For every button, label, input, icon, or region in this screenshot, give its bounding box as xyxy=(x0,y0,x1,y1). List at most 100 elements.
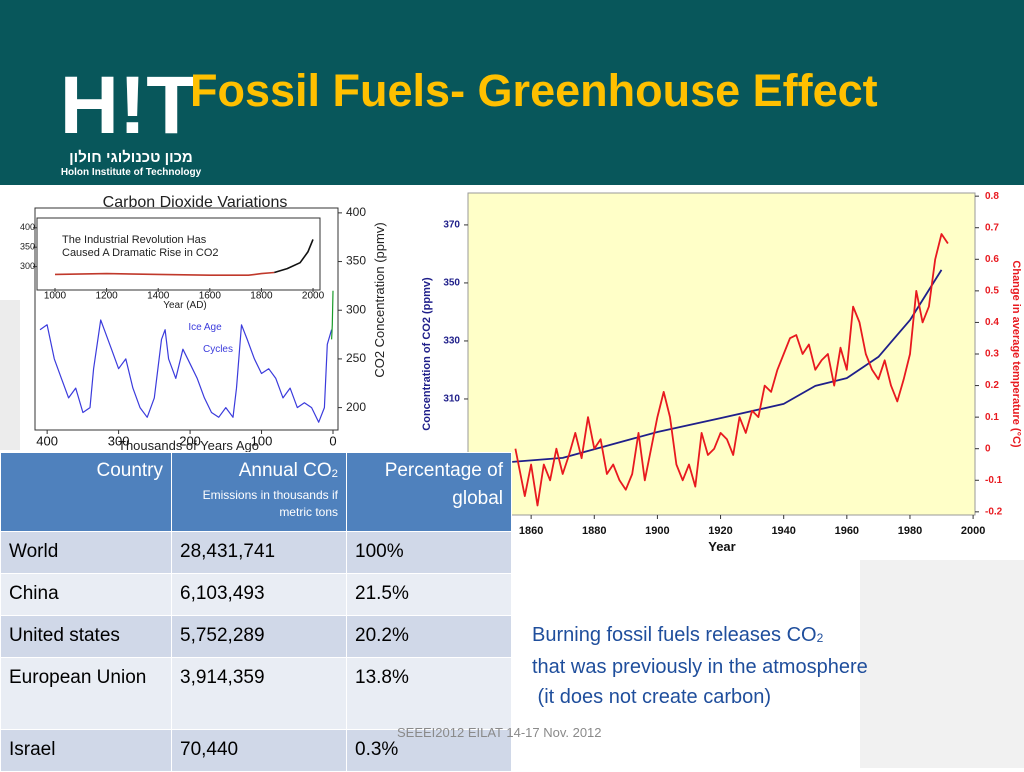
x-tick-label: 1940 xyxy=(771,525,795,537)
x-tick-label: 1000 xyxy=(44,291,67,302)
y-tick-label: 200 xyxy=(346,400,366,414)
footer: SEEEI2012 EILAT 14-17 Nov. 2012 xyxy=(397,725,602,740)
y-tick-label: 0.2 xyxy=(985,380,999,391)
y-tick-label: 370 xyxy=(443,220,460,231)
text: Burning fossil fuels releases CO xyxy=(532,624,817,646)
annotation: Cycles xyxy=(203,344,233,355)
table-cell: European Union xyxy=(0,657,172,730)
subscript: 2 xyxy=(331,468,338,481)
header-band xyxy=(0,0,1024,185)
plot-frame xyxy=(34,207,339,431)
y-axis-label: CO2 Concentration (ppmv) xyxy=(372,222,387,377)
y-tick-label: 350 xyxy=(20,242,35,252)
subscript: 2 xyxy=(816,631,824,646)
x-tick-label: 300 xyxy=(108,433,130,448)
data-line xyxy=(274,239,314,274)
x-tick-label: 1860 xyxy=(519,525,543,537)
x-tick-label: 1980 xyxy=(898,525,922,537)
y2-axis-label: Change in average temperature (°C) xyxy=(1010,260,1022,448)
chart-title: Carbon Dioxide Variations xyxy=(103,194,288,211)
table-cell: 28,431,741 xyxy=(171,531,347,574)
watermark xyxy=(860,560,1024,768)
header-text: Percentage of global xyxy=(384,460,503,509)
y-tick-label: 0.7 xyxy=(985,222,999,233)
table-cell: United states xyxy=(0,615,172,658)
table-cell: 21.5% xyxy=(346,573,512,616)
annotation: Caused A Dramatic Rise in CO2 xyxy=(62,247,219,259)
x-tick-label: 1800 xyxy=(250,291,273,302)
data-line xyxy=(514,233,949,507)
y-tick-label: 400 xyxy=(20,222,35,232)
table-cell: China xyxy=(0,573,172,616)
data-line xyxy=(331,290,334,340)
text-line: (it does not create carbon) xyxy=(532,686,772,708)
table-cell: 20.2% xyxy=(346,615,512,658)
y-tick-label: 300 xyxy=(346,302,366,316)
y-tick-label: -0.2 xyxy=(985,506,1003,517)
y-tick-label: 300 xyxy=(20,261,35,271)
x-tick-label: 1960 xyxy=(835,525,859,537)
logo: H!T xyxy=(60,60,197,151)
y-tick-label: 0.3 xyxy=(985,349,999,360)
data-line xyxy=(512,269,943,463)
header-cell: Annual CO2 Emissions in thousands if metr… xyxy=(171,452,347,532)
y-tick-label: 250 xyxy=(346,351,366,365)
plot-area xyxy=(467,192,976,516)
table-cell: World xyxy=(0,531,172,574)
x-axis-label: Thousands of Years Ago xyxy=(118,438,259,453)
header-note: Emissions in thousands if metric tons xyxy=(202,488,338,519)
x-tick-label: 2000 xyxy=(961,525,985,537)
x-tick-label: 1880 xyxy=(582,525,606,537)
header-text: Country xyxy=(96,460,163,481)
x-tick-label: 1400 xyxy=(147,291,170,302)
table-cell: 3,914,359 xyxy=(171,657,347,730)
header-text: Annual CO xyxy=(238,460,332,481)
x-tick-label: 200 xyxy=(179,433,201,448)
table-cell: 70,440 xyxy=(171,729,347,772)
x-tick-label: 2000 xyxy=(302,291,325,302)
table-cell: Israel xyxy=(0,729,172,772)
data-line xyxy=(39,319,333,423)
x-axis-label: Year xyxy=(708,539,735,554)
x-tick-label: 1920 xyxy=(708,525,732,537)
table-cell: 6,103,493 xyxy=(171,573,347,616)
y-axis-label: Concentration of CO2 (ppmv) xyxy=(421,277,433,431)
y-tick-label: 0 xyxy=(985,443,991,454)
table-header: Country Annual CO2 Emissions in thousands… xyxy=(0,452,512,532)
table-cell: 13.8% xyxy=(346,657,512,730)
table-cell: 5,752,289 xyxy=(171,615,347,658)
watermark xyxy=(0,300,22,450)
table-cell: 100% xyxy=(346,531,512,574)
y-tick-label: 0.8 xyxy=(985,191,999,202)
table-body: World 28,431,741 100% China 6,103,493 21.5% Un… xyxy=(0,531,512,772)
table-row: United states 5,752,289 20.2% xyxy=(0,615,512,658)
header-cell: Percentage of global xyxy=(346,452,512,532)
annotation: The Industrial Revolution Has xyxy=(62,234,207,246)
y-tick-label: 0.1 xyxy=(985,412,999,423)
emissions-table: Country Annual CO2 Emissions in thousands… xyxy=(0,452,512,772)
table-row: World 28,431,741 100% xyxy=(0,531,512,574)
slide-title: Fossil Fuels- Greenhouse Effect xyxy=(190,65,878,116)
x-tick-label: 400 xyxy=(36,433,58,448)
y-tick-label: 350 xyxy=(443,278,460,289)
x-tick-label: 1600 xyxy=(199,291,222,302)
table-row: China 6,103,493 21.5% xyxy=(0,573,512,616)
x-tick-label: 1900 xyxy=(645,525,669,537)
table-cell: 0.3% xyxy=(346,729,512,772)
y-tick-label: 0.6 xyxy=(985,254,999,265)
x-tick-label: 0 xyxy=(329,433,336,448)
logo-english: Holon Institute of Technology xyxy=(61,167,202,178)
y-tick-label: 330 xyxy=(443,336,460,347)
table-row: Israel 70,440 0.3% xyxy=(0,729,512,772)
y-tick-label: 310 xyxy=(443,394,460,405)
y-tick-label: 400 xyxy=(346,205,366,219)
y-tick-label: -0.1 xyxy=(985,475,1003,486)
y-tick-label: 350 xyxy=(346,254,366,268)
inset-frame xyxy=(36,217,321,291)
data-line xyxy=(54,271,275,276)
table-row: European Union 3,914,359 13.8% xyxy=(0,657,512,730)
header-cell: Country xyxy=(0,452,172,532)
y-tick-label: 0.4 xyxy=(985,317,999,328)
